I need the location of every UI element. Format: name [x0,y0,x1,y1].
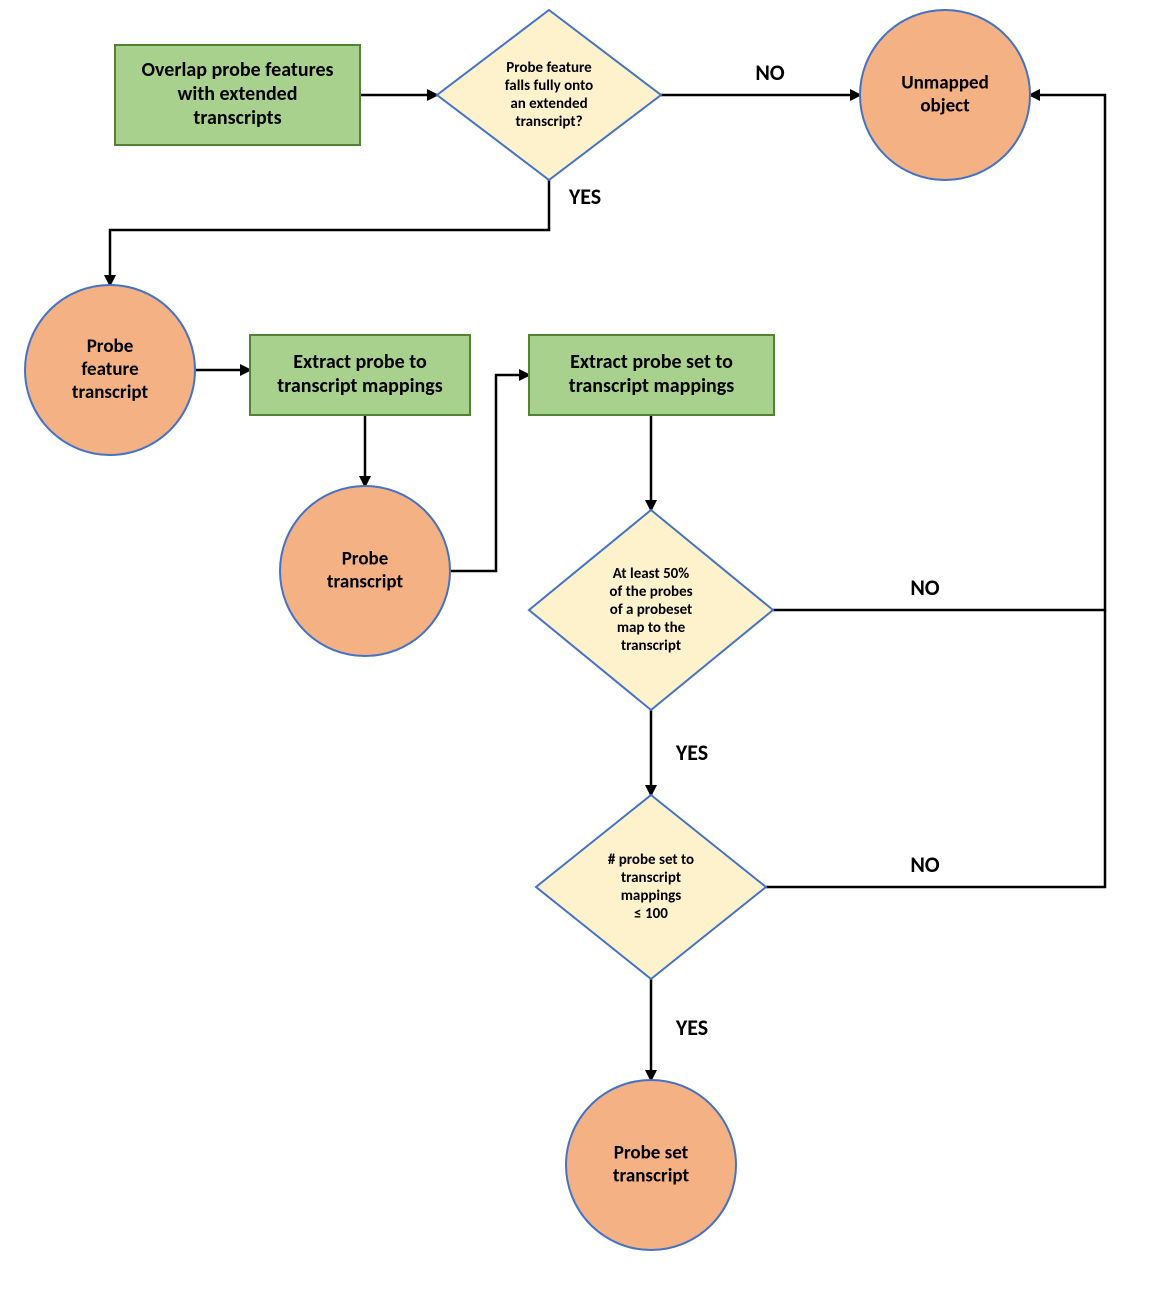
edge-e3 [110,180,549,285]
node-n5: Extract probe totranscript mappings [250,335,470,415]
edge-label-e2: NO [755,59,784,86]
edge-e10 [766,610,1105,887]
edge-label-e11: YES [675,1014,708,1041]
node-n3: Unmappedobject [860,10,1030,180]
node-n8: At least 50%of the probesof a probesetma… [529,510,773,710]
node-n6: Probetranscript [280,486,450,656]
edge-label-e10: NO [910,851,939,878]
edge-label-e8: NO [910,574,939,601]
edge-label-e3: YES [568,183,601,210]
node-label: Extract probe set totranscript mappings [569,350,734,398]
node-n4: Probefeaturetranscript [25,285,195,455]
nodes-layer: Overlap probe featureswith extendedtrans… [25,10,1030,1250]
node-n9: # probe set totranscriptmappings≤ 100 [536,795,766,979]
node-n10: Probe settranscript [566,1080,736,1250]
node-n1: Overlap probe featureswith extendedtrans… [115,45,360,145]
node-label: Extract probe totranscript mappings [277,350,442,398]
node-label: Probe featurefalls fully ontoan extended… [505,59,593,131]
node-label: Probe settranscript [613,1141,690,1187]
node-n2: Probe featurefalls fully ontoan extended… [437,10,661,180]
edge-label-e9: YES [675,739,708,766]
node-label: At least 50%of the probesof a probesetma… [609,565,692,655]
flowchart-canvas: Overlap probe featureswith extendedtrans… [0,0,1167,1308]
node-n7: Extract probe set totranscript mappings [529,335,774,415]
